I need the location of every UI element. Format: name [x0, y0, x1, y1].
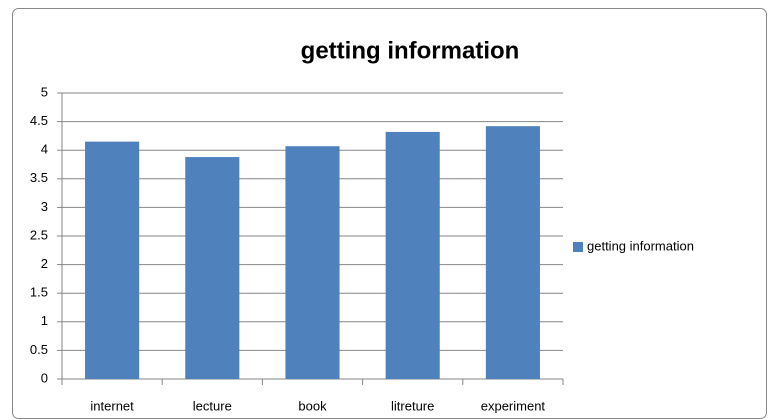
- bar: [385, 131, 440, 379]
- y-tick-label: 1: [41, 313, 48, 328]
- y-tick-label: 1.5: [30, 285, 48, 300]
- y-tick-label: 0: [41, 370, 48, 385]
- bar: [85, 141, 140, 379]
- y-tick-label: 4.5: [30, 113, 48, 128]
- legend-swatch: [573, 242, 583, 252]
- legend-label: getting information: [587, 238, 694, 253]
- x-tick-label: experiment: [481, 398, 546, 413]
- chart-title: getting information: [301, 37, 520, 64]
- y-tick-label: 3: [41, 199, 48, 214]
- x-tick-label: book: [298, 398, 327, 413]
- bar: [285, 146, 340, 379]
- y-tick-label: 3.5: [30, 170, 48, 185]
- y-tick-label: 0.5: [30, 342, 48, 357]
- y-tick-label: 2: [41, 256, 48, 271]
- y-tick-label: 5: [41, 84, 48, 99]
- x-tick-label: litreture: [391, 398, 434, 413]
- x-tick-label: lecture: [193, 398, 232, 413]
- x-tick-label: internet: [90, 398, 134, 413]
- y-tick-label: 2.5: [30, 227, 48, 242]
- bar: [185, 157, 240, 379]
- bar: [485, 126, 540, 380]
- y-tick-label: 4: [41, 142, 48, 157]
